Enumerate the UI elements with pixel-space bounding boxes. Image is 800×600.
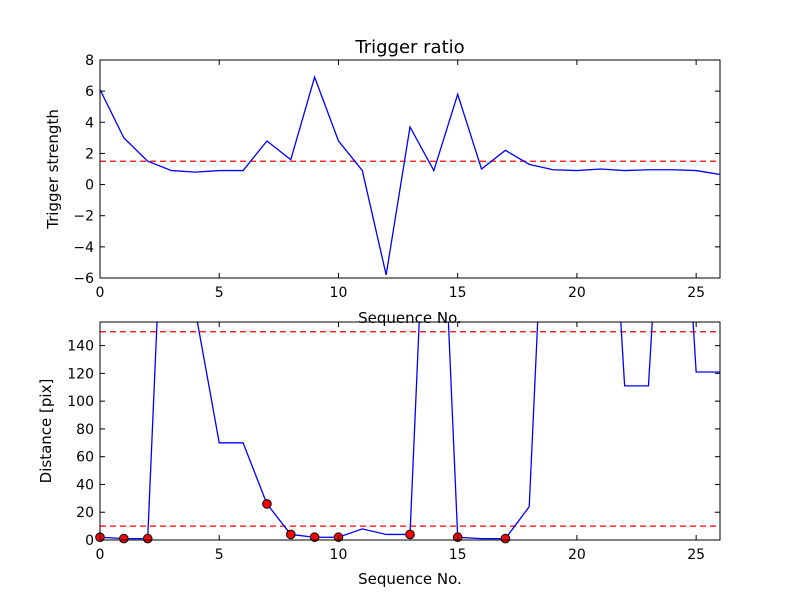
top-y-tick-label: 6 [85, 84, 94, 100]
top-series-line-0 [100, 75, 720, 276]
top-y-tick-label: 0 [85, 178, 94, 194]
bottom-marker-point [500, 533, 511, 544]
top-x-tick-label: 5 [215, 285, 224, 301]
bottom-axes-frame [99, 321, 721, 541]
top-chart-xlabel: Sequence No. [358, 309, 462, 327]
top-y-tick-label: 8 [85, 53, 94, 69]
bottom-x-tick-label: 10 [330, 547, 348, 563]
bottom-y-tick-label: 60 [76, 450, 94, 466]
bottom-y-tick-label: 80 [76, 422, 94, 438]
bottom-chart-plot-area: 0 5 10 15 20 25 0 20 40 60 80 100 120 140 [67, 321, 721, 563]
bottom-x-tick-label: 25 [687, 547, 705, 563]
bottom-marker-point [262, 499, 272, 509]
bottom-y-tick-label: 20 [76, 505, 94, 521]
bottom-y-tick-label: 100 [67, 394, 94, 410]
top-x-tick-label: 0 [96, 285, 105, 301]
bottom-marker-point [309, 532, 320, 543]
bottom-marker-point [142, 533, 153, 544]
top-chart-title: Trigger ratio [354, 37, 464, 58]
top-x-tick-label: 15 [449, 285, 467, 301]
bottom-x-tick-label: 5 [215, 547, 224, 563]
bottom-x-tick-label: 0 [96, 547, 105, 563]
top-y-tick-label: 4 [85, 115, 94, 131]
top-axes-frame [99, 59, 721, 279]
bottom-x-tick-label: 20 [568, 547, 586, 563]
top-x-tick-label: 10 [330, 285, 348, 301]
top-x-tick-label: 25 [687, 285, 705, 301]
top-y-tick-label: −6 [73, 271, 94, 287]
bottom-marker-point [405, 529, 415, 540]
bottom-y-tick-label: 0 [85, 533, 94, 549]
bottom-chart: Sequence No. Distance [pix] 0 5 10 15 20 25 0 2… [37, 321, 721, 588]
bottom-chart-ylabel: Distance [pix] [37, 379, 55, 484]
bottom-series-line-0 [100, 322, 720, 540]
top-chart-plot-area: 0 5 10 15 20 25 −6 −4 −2 0 2 4 6 8 [73, 53, 721, 301]
top-y-tick-label: −4 [73, 240, 94, 256]
bottom-y-tick-label: 120 [67, 366, 94, 382]
top-x-tick-label: 20 [568, 285, 586, 301]
bottom-x-tick-label: 15 [449, 547, 467, 563]
bottom-y-tick-label: 140 [67, 339, 94, 355]
bottom-data-layer [100, 322, 720, 540]
top-chart-ylabel: Trigger strength [44, 109, 62, 230]
top-y-tick-label: −2 [73, 209, 94, 225]
top-y-tick-label: 2 [85, 146, 94, 162]
bottom-y-tick-label: 40 [76, 477, 94, 493]
top-chart: Trigger ratio Sequence No. Trigger stren… [44, 37, 721, 327]
bottom-chart-xlabel: Sequence No. [358, 570, 462, 588]
bottom-marker-point [285, 529, 296, 540]
top-data-layer [100, 75, 720, 276]
bottom-marker-point [119, 533, 129, 544]
